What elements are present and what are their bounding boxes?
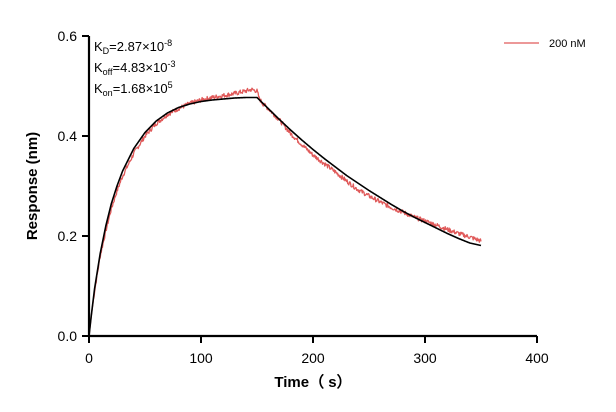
fit-curve-line — [88, 96, 482, 337]
kinetic-constant-label: Koff=4.83×10-3 — [94, 59, 175, 77]
kinetic-constant-label: KD=2.87×10-8 — [94, 38, 172, 56]
kinetic-constants: KD=2.87×10-8 Koff=4.83×10-3 Kon=1.68×105 — [94, 38, 175, 98]
axes: 0 100 200 300 400 0.0 0.2 0.4 0.6 — [58, 28, 549, 366]
y-tick-label: 0.6 — [58, 28, 78, 44]
legend-label: 200 nM — [549, 38, 586, 50]
kinetic-constant-label: Kon=1.68×105 — [94, 80, 173, 98]
y-tick-label: 0.4 — [58, 128, 78, 144]
x-tick-label: 100 — [189, 350, 213, 366]
y-tick-label: 0.2 — [58, 228, 78, 244]
y-tick-label: 0.0 — [58, 328, 78, 344]
x-axis-title: Time（ s） — [274, 373, 351, 391]
x-tick-label: 200 — [301, 350, 325, 366]
x-tick-label: 300 — [413, 350, 437, 366]
plot-area — [88, 87, 482, 337]
legend: 200 nM — [504, 38, 586, 50]
x-tick-label: 400 — [525, 350, 549, 366]
x-tick-label: 0 — [85, 350, 93, 366]
y-axis-title: Response (nm) — [24, 132, 41, 240]
